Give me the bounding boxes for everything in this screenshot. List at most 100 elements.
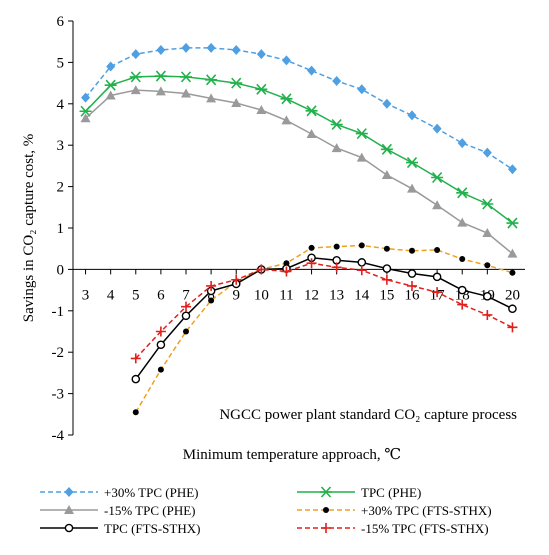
series-2 — [79, 70, 519, 229]
data-point — [181, 311, 191, 321]
data-point — [382, 264, 392, 273]
chart-annotation: NGCC power plant standard CO₂ capture pr… — [219, 407, 517, 423]
data-point — [156, 44, 166, 55]
data-point — [280, 93, 293, 105]
y-tick-label: 2 — [57, 180, 65, 196]
data-point — [181, 88, 191, 98]
y-tick-label: 0 — [57, 262, 65, 278]
series-line — [135, 244, 513, 413]
data-point — [129, 71, 142, 83]
series-5 — [131, 253, 517, 384]
data-point — [306, 258, 317, 269]
data-point — [333, 243, 340, 250]
series-line — [85, 89, 513, 255]
x-tick-label: 12 — [304, 287, 319, 303]
series-line — [135, 262, 513, 359]
data-point — [206, 93, 217, 103]
data-point — [157, 366, 164, 373]
data-point — [507, 164, 517, 175]
x-tick-label: 14 — [354, 287, 370, 303]
x-tick-label: 3 — [82, 287, 90, 303]
data-point — [131, 49, 141, 60]
data-point — [358, 242, 365, 249]
x-tick-label: 7 — [182, 287, 190, 303]
legend-marker — [64, 523, 74, 533]
data-point — [281, 266, 292, 277]
data-point — [381, 274, 392, 285]
data-point — [206, 280, 217, 291]
x-axis-label: Minimum temperature approach, ℃ — [183, 447, 401, 463]
data-point — [206, 42, 216, 53]
legend-label: +30% TPC (FTS-STHX) — [361, 503, 492, 518]
data-point — [382, 98, 392, 109]
y-tick-label: 5 — [57, 55, 65, 71]
data-point — [255, 83, 268, 95]
data-point — [308, 244, 315, 251]
data-point — [355, 128, 368, 140]
data-point — [231, 274, 242, 285]
data-point — [130, 85, 141, 95]
legend-marker — [64, 505, 74, 514]
data-point — [331, 262, 342, 273]
x-tick-label: 16 — [405, 287, 421, 303]
data-point — [381, 170, 392, 180]
series-4 — [132, 242, 516, 416]
data-point — [305, 105, 318, 117]
y-tick-label: 4 — [57, 97, 65, 113]
series-6 — [130, 258, 518, 364]
data-point — [481, 198, 494, 210]
data-point — [154, 70, 167, 82]
data-point — [80, 113, 91, 123]
data-point — [105, 90, 116, 100]
legend-label: -15% TPC (PHE) — [104, 503, 195, 518]
data-point — [81, 92, 91, 103]
data-point — [380, 143, 393, 155]
y-tick-label: 1 — [57, 221, 65, 237]
legend-label: TPC (FTS-STHX) — [104, 521, 200, 536]
data-point — [256, 264, 267, 275]
data-point — [506, 217, 519, 229]
data-point — [306, 129, 317, 139]
data-point — [106, 61, 116, 72]
data-point — [155, 326, 166, 337]
y-tick-label: -1 — [52, 304, 65, 320]
data-point — [332, 76, 342, 87]
data-point — [509, 269, 516, 276]
data-point — [181, 42, 191, 53]
x-tick-label: 8 — [207, 287, 215, 303]
x-tick-label: 10 — [254, 287, 269, 303]
legend: +30% TPC (PHE) TPC (PHE) -15% TPC (PHE) +30… — [40, 485, 492, 536]
y-tick-label: -3 — [52, 387, 65, 403]
data-point — [432, 287, 443, 298]
data-point — [79, 105, 92, 117]
legend-label: +30% TPC (PHE) — [104, 485, 199, 500]
x-tick-label: 13 — [329, 287, 344, 303]
data-point — [208, 297, 215, 304]
data-point — [507, 322, 518, 333]
data-point — [307, 65, 317, 76]
data-point — [434, 246, 441, 253]
data-point — [357, 84, 367, 95]
legend-label: -15% TPC (FTS-STHX) — [361, 521, 489, 536]
data-point — [406, 157, 418, 169]
data-point — [131, 374, 141, 384]
data-point — [230, 77, 243, 89]
data-point — [356, 152, 367, 162]
series-line — [85, 47, 513, 170]
data-point — [205, 74, 218, 86]
data-point — [456, 187, 469, 199]
x-tick-label: 11 — [279, 287, 293, 303]
y-tick-label: 3 — [57, 138, 65, 154]
y-axis: -4 -3 -2 -1 0 1 2 3 4 5 6 — [52, 14, 73, 444]
data-point — [130, 353, 141, 364]
legend-item: +30% TPC (FTS-STHX) — [297, 503, 492, 518]
x-tick-label: 5 — [132, 287, 140, 303]
data-point — [256, 105, 267, 115]
series-1 — [81, 42, 517, 175]
data-point — [457, 299, 468, 310]
data-point — [432, 272, 442, 282]
data-point — [256, 49, 266, 60]
data-point — [407, 269, 417, 278]
x-tick-label: 6 — [157, 287, 165, 303]
